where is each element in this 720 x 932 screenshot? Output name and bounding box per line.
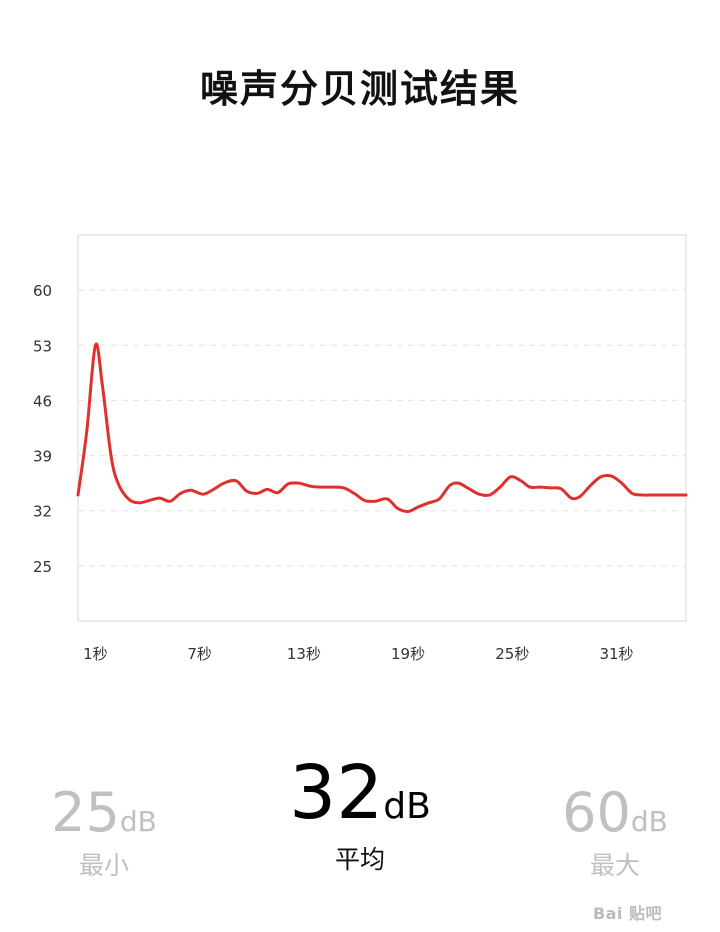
y-tick-label: 25 [33, 558, 52, 576]
stat-max-value: 60 [562, 781, 631, 844]
stat-avg-label: 平均 [334, 845, 385, 874]
y-tick-label: 46 [33, 392, 52, 410]
x-tick-label: 13秒 [287, 645, 321, 663]
x-tick-label: 31秒 [599, 645, 633, 663]
x-tick-label: 1秒 [83, 645, 108, 663]
stat-min: 25dB 最小 [0, 786, 214, 882]
page-title: 噪声分贝测试结果 [199, 67, 520, 111]
stat-max-label: 最大 [589, 851, 640, 880]
watermark: Bai 贴吧 [592, 904, 662, 923]
chart-grid [78, 289, 686, 567]
y-tick-label: 53 [33, 337, 52, 355]
noise-series-line [76, 342, 688, 514]
stat-max-unit: dB [630, 805, 668, 838]
y-tick-label: 39 [33, 448, 52, 466]
x-tick-label: 7秒 [187, 645, 212, 663]
y-tick-label: 60 [33, 282, 52, 300]
y-axis-ticks: 25 32 39 46 53 60 [33, 282, 52, 576]
stat-avg-unit: dB [383, 786, 431, 827]
stat-max: 60dB 最大 [505, 786, 720, 882]
stat-avg-value: 32 [289, 750, 384, 836]
y-tick-label: 32 [33, 503, 52, 521]
stat-min-value: 25 [51, 781, 120, 844]
stat-avg: 32dB 平均 [250, 756, 470, 876]
x-tick-label: 25秒 [495, 645, 529, 663]
x-tick-label: 19秒 [391, 645, 425, 663]
x-axis-ticks: 1秒 7秒 13秒 19秒 25秒 31秒 [83, 645, 633, 663]
noise-line-chart: 25 32 39 46 53 60 1秒 7秒 13秒 19秒 25秒 31秒 [33, 234, 688, 663]
chart-plot-area [77, 234, 687, 622]
stat-min-unit: dB [119, 805, 157, 838]
stat-min-label: 最小 [78, 851, 129, 880]
